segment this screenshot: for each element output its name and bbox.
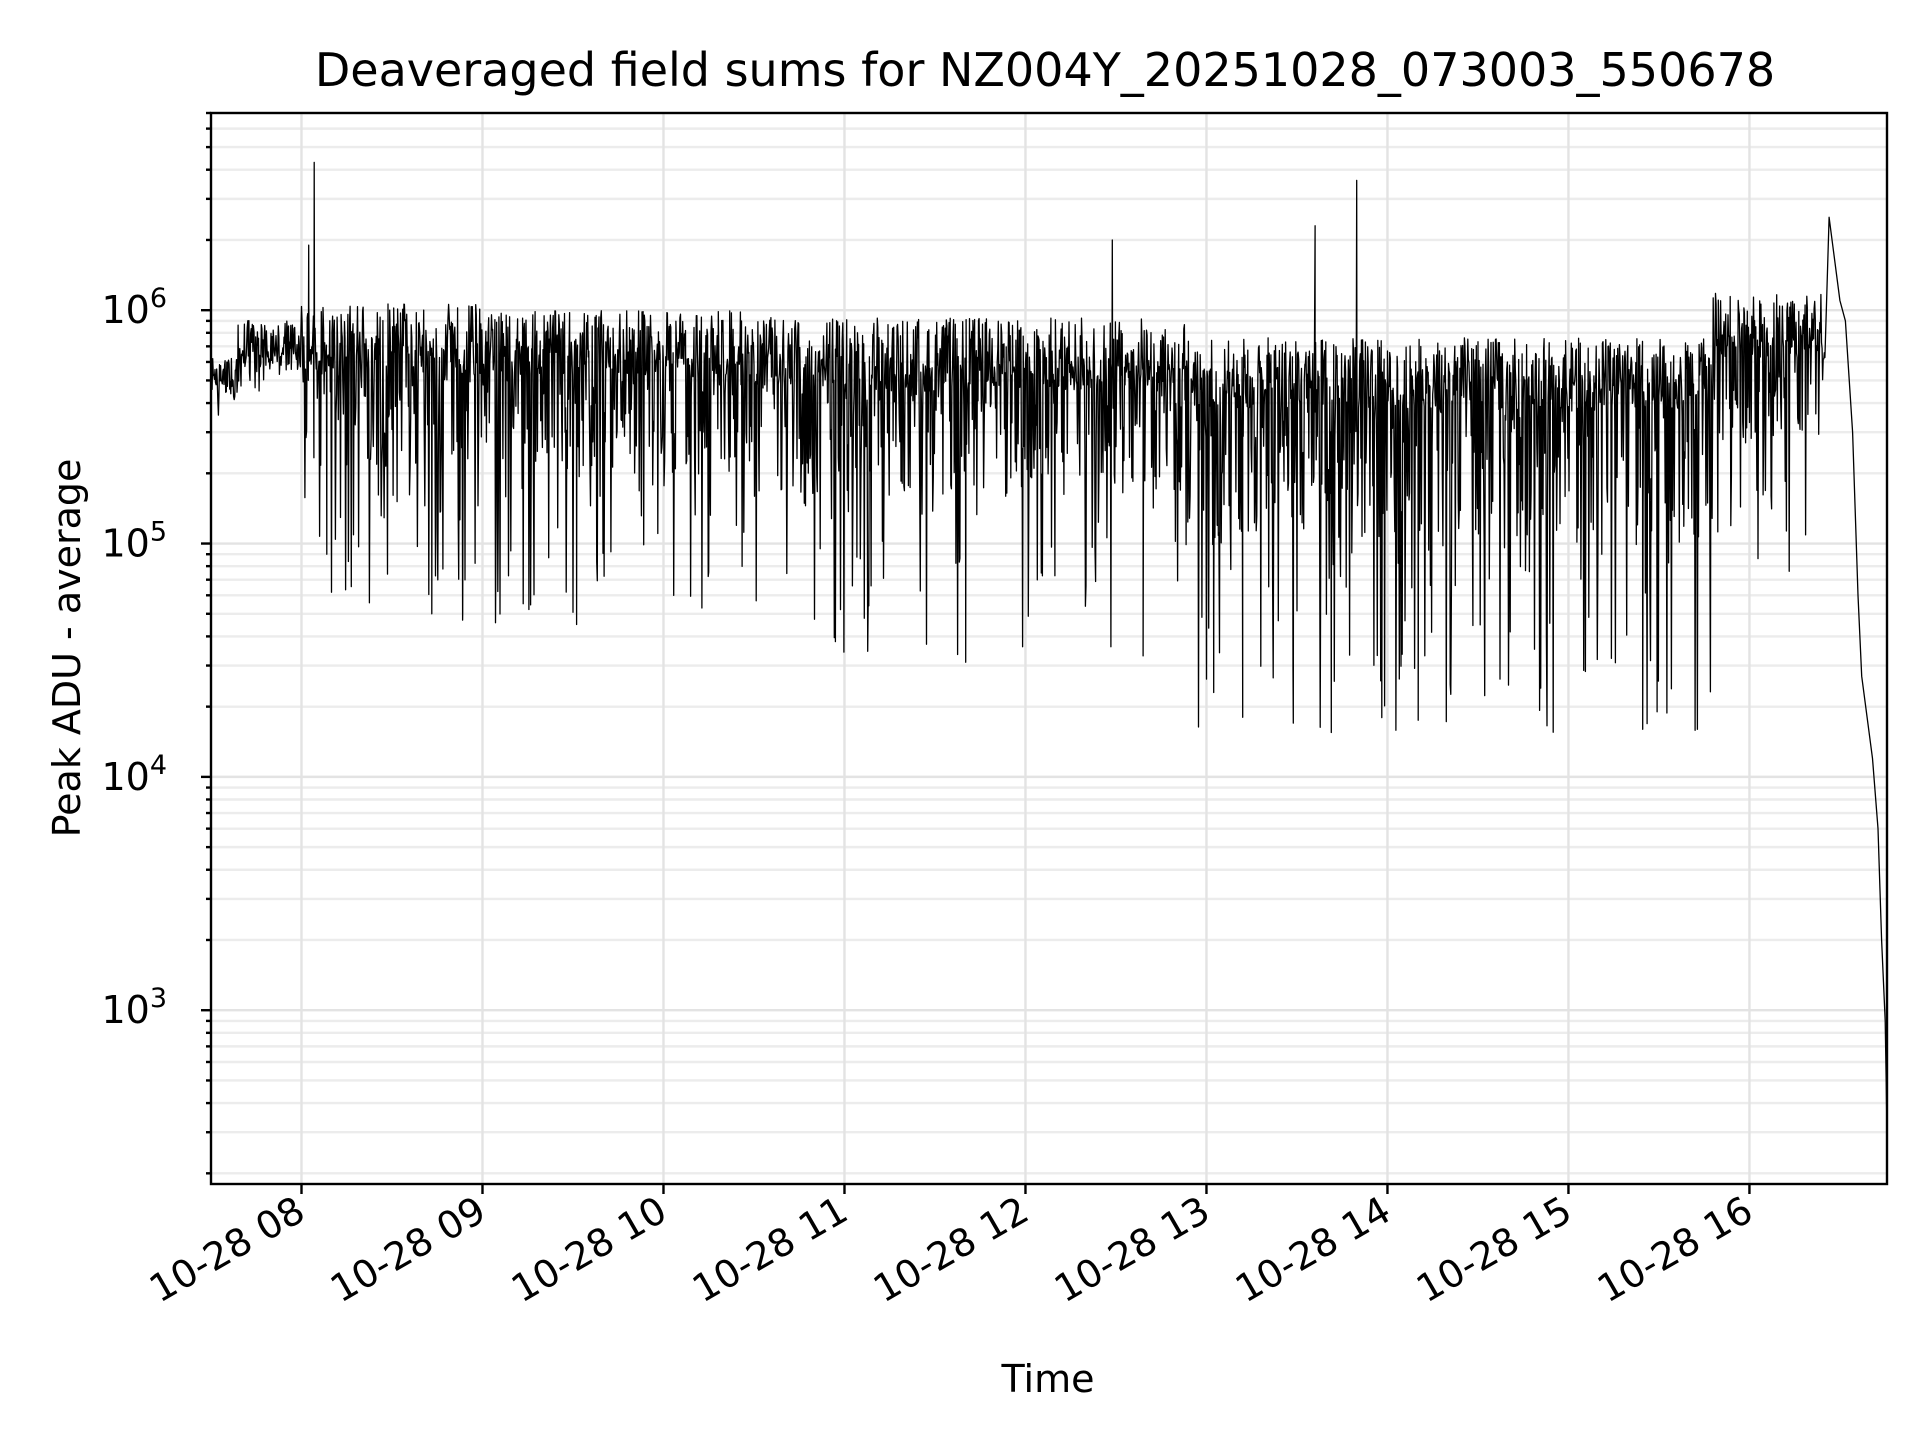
y-tick-base: 10 (101, 288, 149, 332)
y-tick-exponent: 4 (150, 750, 167, 781)
plot-frame (209, 111, 1889, 1186)
x-axis-ticks: 10-28 08 10-28 09 10-28 10 10-28 11 10-28 12… (142, 1184, 1760, 1311)
y-tick-label: 103 (101, 983, 167, 1032)
y-tick-exponent: 6 (150, 283, 167, 314)
x-tick-label: 10-28 09 (323, 1188, 493, 1312)
x-tick-label: 10-28 13 (1047, 1188, 1217, 1312)
x-axis-label: Time (1001, 1357, 1095, 1401)
x-tick-label: 10-28 15 (1409, 1188, 1579, 1312)
series-layer (210, 161, 1888, 1133)
x-tick-label: 10-28 14 (1228, 1188, 1398, 1312)
x-tick-label: 10-28 11 (685, 1188, 855, 1312)
x-tick-label: 10-28 10 (504, 1188, 674, 1312)
y-tick-label: 106 (101, 283, 167, 332)
y-axis-label: Peak ADU - average (45, 459, 89, 838)
y-tick-base: 10 (101, 988, 149, 1032)
grid-lines (211, 111, 1887, 1184)
y-tick-label: 105 (101, 517, 167, 566)
y-tick-base: 10 (101, 522, 149, 566)
y-tick-label: 104 (101, 750, 167, 799)
x-tick-label: 10-28 12 (866, 1188, 1036, 1312)
chart-title: Deaveraged field sums for NZ004Y_2025102… (315, 43, 1775, 97)
y-tick-base: 10 (101, 755, 149, 799)
x-tick-label: 10-28 08 (142, 1188, 312, 1312)
data-series-line (210, 161, 1888, 1133)
y-tick-exponent: 3 (150, 983, 167, 1014)
y-tick-exponent: 5 (150, 517, 167, 548)
x-tick-label: 10-28 16 (1590, 1188, 1760, 1312)
